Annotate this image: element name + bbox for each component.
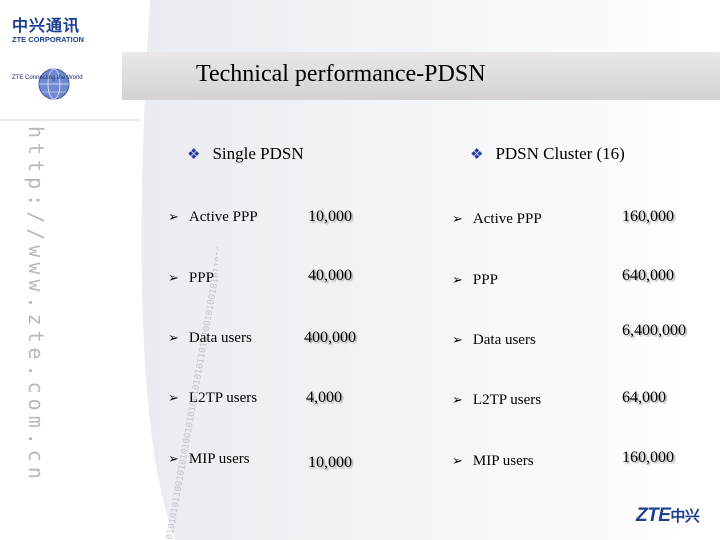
row-label: ➢ Data users bbox=[452, 332, 536, 348]
arrow-bullet-icon: ➢ bbox=[168, 452, 179, 467]
row-label: ➢ Data users bbox=[168, 330, 252, 346]
arrow-bullet-icon: ➢ bbox=[168, 210, 179, 225]
row-label: ➢ MIP users bbox=[452, 453, 534, 469]
footer-logo-en: ZTE bbox=[636, 505, 671, 526]
globe-icon bbox=[38, 68, 70, 100]
row-value: 640,000 bbox=[622, 267, 674, 284]
heading-pdsn-cluster: ❖ PDSN Cluster (16) bbox=[470, 144, 625, 164]
row-value: 4,000 bbox=[306, 389, 342, 406]
row-value: 6,400,000 bbox=[622, 322, 686, 339]
arrow-bullet-icon: ➢ bbox=[452, 273, 463, 288]
row-value: 10,000 bbox=[308, 454, 352, 471]
footer-logo-cn: 中兴 bbox=[670, 507, 700, 525]
logo-english-name: ZTE CORPORATION bbox=[12, 35, 84, 44]
arrow-bullet-icon: ➢ bbox=[452, 333, 463, 348]
heading-text: PDSN Cluster (16) bbox=[495, 144, 625, 163]
diamond-bullet-icon: ❖ bbox=[187, 145, 201, 163]
row-value: 10,000 bbox=[308, 208, 352, 225]
arrow-bullet-icon: ➢ bbox=[452, 212, 463, 227]
heading-single-pdsn: ❖ Single PDSN bbox=[187, 144, 304, 164]
slide-title: Technical performance-PDSN bbox=[196, 61, 486, 87]
company-logo: 中兴通讯 ZTE CORPORATION bbox=[12, 12, 102, 44]
footer-logo: ZTE中兴 bbox=[636, 505, 700, 527]
row-value: 160,000 bbox=[622, 208, 674, 225]
arrow-bullet-icon: ➢ bbox=[168, 331, 179, 346]
diamond-bullet-icon: ❖ bbox=[470, 145, 484, 163]
arrow-bullet-icon: ➢ bbox=[168, 391, 179, 406]
row-label: ➢ PPP bbox=[168, 270, 214, 286]
row-label: ➢ L2TP users bbox=[452, 392, 542, 408]
arrow-bullet-icon: ➢ bbox=[452, 393, 463, 408]
row-value: 40,000 bbox=[308, 267, 352, 284]
row-label: ➢ Active PPP bbox=[452, 211, 542, 227]
row-value: 64,000 bbox=[622, 389, 666, 406]
row-label: ➢ PPP bbox=[452, 272, 498, 288]
row-label: ➢ L2TP users bbox=[168, 390, 258, 406]
row-label: ➢ Active PPP bbox=[168, 209, 258, 225]
globe-tagline: ZTE Connecting the World bbox=[8, 62, 100, 112]
logo-chinese-name: 中兴通讯 bbox=[12, 16, 81, 35]
arrow-bullet-icon: ➢ bbox=[168, 271, 179, 286]
row-label: ➢ MIP users bbox=[168, 451, 250, 467]
heading-text: Single PDSN bbox=[212, 144, 304, 163]
row-value: 160,000 bbox=[622, 449, 674, 466]
tagline-text: ZTE Connecting the World bbox=[12, 75, 83, 81]
title-bar: Technical performance-PDSN bbox=[122, 52, 720, 100]
arrow-bullet-icon: ➢ bbox=[452, 454, 463, 469]
row-value: 400,000 bbox=[304, 329, 356, 346]
vertical-url-text: http://www.zte.com.cn bbox=[24, 126, 48, 484]
binary-decoration: 0101010110010101010010101001010101101010… bbox=[165, 240, 218, 540]
